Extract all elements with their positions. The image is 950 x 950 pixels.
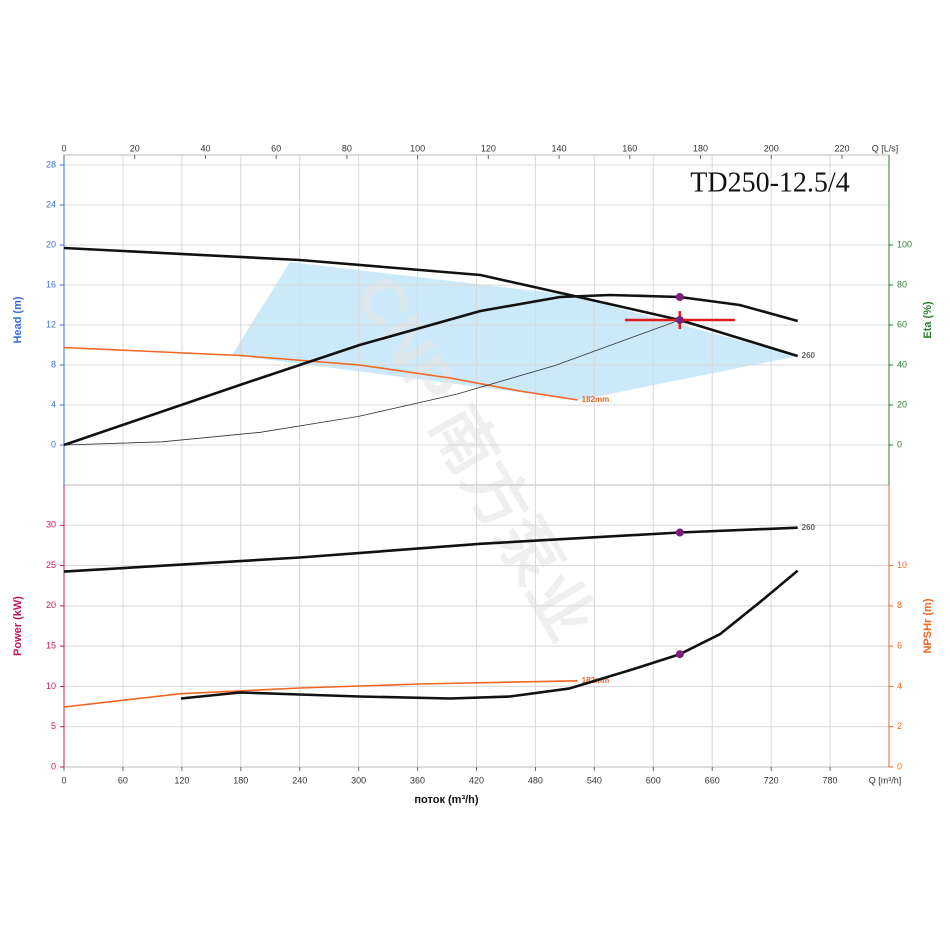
x2-tick-label: 60 [271, 143, 281, 153]
y-tick-label: 20 [46, 600, 56, 610]
x-axis-label: Q [m³/h] [869, 775, 902, 785]
x-axis-title: поток (m³/h) [414, 794, 478, 806]
y-axis-label: Power (kW) [12, 596, 24, 656]
y-tick-label: 20 [46, 239, 56, 249]
y-tick-label: 25 [46, 560, 56, 570]
duty-point [675, 528, 684, 537]
x2-tick-label: 120 [481, 143, 496, 153]
y2-tick-label: 0 [897, 761, 902, 771]
x2-tick-label: 180 [693, 143, 708, 153]
y2-tick-label: 0 [897, 439, 902, 449]
x2-axis-label: Q [L/s] [872, 143, 899, 153]
x-tick-label: 300 [351, 775, 366, 785]
x-tick-label: 600 [646, 775, 661, 785]
x2-tick-label: 40 [200, 143, 210, 153]
y-tick-label: 30 [46, 520, 56, 530]
x2-tick-label: 20 [130, 143, 140, 153]
x2-tick-label: 140 [552, 143, 567, 153]
x-tick-label: 720 [764, 775, 779, 785]
x2-tick-label: 80 [342, 143, 352, 153]
y2-tick-label: 40 [897, 359, 907, 369]
curve [63, 680, 578, 708]
y-tick-label: 0 [51, 761, 56, 771]
x-tick-label: 60 [118, 775, 128, 785]
x2-tick-label: 100 [410, 143, 425, 153]
x-tick-label: 780 [823, 775, 838, 785]
y2-axis-label: NPSHr (m) [922, 598, 934, 653]
x2-tick-label: 160 [622, 143, 637, 153]
y2-tick-label: 80 [897, 279, 907, 289]
x-tick-label: 420 [469, 775, 484, 785]
y2-tick-label: 10 [897, 560, 907, 570]
y-tick-label: 4 [51, 399, 56, 409]
y-axis-label: Head (m) [12, 296, 24, 343]
y2-tick-label: 100 [897, 239, 912, 249]
y-tick-label: 8 [51, 359, 56, 369]
chart-title: TD250-12.5/4 [690, 167, 849, 198]
x-tick-label: 660 [705, 775, 720, 785]
y2-tick-label: 8 [897, 600, 902, 610]
x-tick-label: 360 [410, 775, 425, 785]
x2-tick-label: 220 [834, 143, 849, 153]
y2-tick-label: 6 [897, 641, 902, 651]
y-tick-label: 12 [46, 319, 56, 329]
y2-axis-label: Eta (%) [922, 301, 934, 339]
x2-tick-label: 0 [61, 143, 66, 153]
x-tick-label: 540 [587, 775, 602, 785]
x2-tick-label: 200 [764, 143, 779, 153]
x-tick-label: 240 [292, 775, 307, 785]
curve-label: 260 [802, 351, 816, 360]
curve [63, 319, 680, 446]
curve-label: 260 [802, 523, 816, 532]
y-tick-label: 16 [46, 279, 56, 289]
y2-tick-label: 60 [897, 319, 907, 329]
x-tick-label: 120 [174, 775, 189, 785]
y-tick-label: 10 [46, 681, 56, 691]
curve-label: 182mm [582, 395, 610, 404]
x-tick-label: 480 [528, 775, 543, 785]
y2-tick-label: 20 [897, 399, 907, 409]
curve [180, 569, 799, 700]
curve [63, 246, 799, 358]
curve [63, 293, 799, 447]
y2-tick-label: 4 [897, 681, 902, 691]
y-tick-label: 15 [46, 641, 56, 651]
y-tick-label: 28 [46, 159, 56, 169]
duty-point [675, 293, 684, 301]
curve [63, 526, 798, 573]
y2-tick-label: 2 [897, 721, 902, 731]
y-tick-label: 0 [51, 439, 56, 449]
curve [63, 346, 578, 401]
x-tick-label: 0 [61, 775, 66, 785]
x-tick-label: 180 [233, 775, 248, 785]
duty-point [675, 316, 684, 324]
y-tick-label: 24 [46, 199, 56, 209]
duty-point [675, 650, 684, 659]
y-tick-label: 5 [51, 721, 56, 731]
